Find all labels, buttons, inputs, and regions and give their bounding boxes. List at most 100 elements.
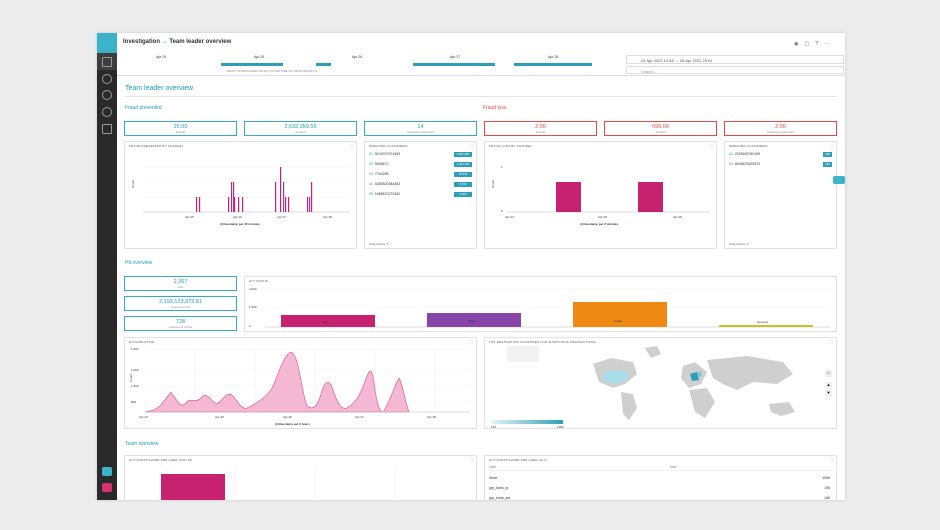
- hit-status-chart: HIT STATUS 2,000 1,000 0 New Open Fraud …: [244, 276, 837, 332]
- zoom-out-icon[interactable]: ▼: [825, 390, 832, 397]
- bell-icon[interactable]: ◉: [794, 41, 805, 47]
- x-axis-label: @timestamp per 3 minutes: [580, 222, 619, 226]
- customer-id: 9102970701693: [374, 152, 401, 156]
- timeline-bar: [221, 63, 283, 66]
- kpi-card: 696.00 Amount: [604, 121, 717, 136]
- app-logo[interactable]: [97, 33, 117, 53]
- expand-icon[interactable]: ⛶: [350, 143, 353, 148]
- kpi-value: 728: [175, 318, 186, 325]
- expand-icon[interactable]: ⛶: [830, 457, 833, 462]
- timeline-label: Apr 25: [254, 55, 265, 59]
- customer-id: 7764208: [374, 172, 389, 176]
- expand-icon[interactable]: ⛶: [830, 339, 833, 344]
- kpi-card: 2,193,123,873.81 Amount at risk: [124, 296, 237, 311]
- kpi-value: 2.00: [775, 123, 786, 130]
- side-panel-toggle[interactable]: [833, 176, 845, 184]
- y-tick: 1,000: [249, 305, 257, 309]
- search-icon[interactable]: [102, 107, 112, 117]
- total-entries: Total entries: 2: [729, 242, 749, 246]
- panel-title: FRAUD PREVENTED BY CHANNEL: [129, 144, 184, 148]
- zoom-in-icon[interactable]: ▲: [825, 382, 832, 389]
- kpi-value: 696.00: [652, 123, 669, 130]
- list-item[interactable]: 03. 7764208: [369, 172, 389, 176]
- section-team-overview: Team overview: [125, 441, 159, 447]
- timeline-label: Apr 26: [352, 55, 363, 59]
- panel-title: HIT INVESTIGATED PER USER (TOP 10): [129, 458, 193, 462]
- expand-icon[interactable]: ⛶: [830, 143, 833, 148]
- fraud-loss-chart: FRAUD LOSS BY CHANNEL ⛶ Count 1 0 Apr 24…: [484, 141, 717, 249]
- list-item[interactable]: 05. 1685570272452: [369, 192, 400, 196]
- network-icon[interactable]: [102, 124, 112, 134]
- kpi-label: Frauds: [175, 129, 186, 134]
- x-tick: Apr 27: [277, 215, 286, 219]
- list-item[interactable]: 01. 9102970701693: [369, 152, 400, 156]
- column-header-total[interactable]: Total: [669, 465, 677, 469]
- hit-evolution-chart: HIT EVOLUTION ⛶ Count 1,000 1,000 1,000 …: [124, 337, 477, 429]
- breadcrumb-root[interactable]: Investigation: [123, 39, 161, 45]
- expand-icon[interactable]: ⛶: [470, 457, 473, 462]
- world-map[interactable]: [485, 338, 838, 430]
- kpi-card: 2,632,359.55 Amount: [244, 121, 357, 136]
- document-icon[interactable]: [102, 57, 112, 67]
- page-title: Team leader overview: [125, 85, 194, 92]
- alert-brand-icon[interactable]: [102, 483, 112, 492]
- breadcrumb: Investigation → Team leader overview: [123, 39, 231, 45]
- table-row[interactable]: grp_bank_tp 195: [489, 486, 834, 490]
- amount-badge: 348: [823, 162, 832, 167]
- eye-off-icon[interactable]: [102, 74, 112, 84]
- rank: 02.: [729, 162, 734, 166]
- hit-evolution-plot: [144, 348, 470, 413]
- panel-title: IMPACTED CUSTOMERS: [729, 144, 768, 148]
- panel-title: TOP DESTINATION COUNTRIES FOR SUSPICIOUS…: [489, 340, 596, 344]
- bar-label: New: [322, 320, 329, 324]
- customer-id: 5280520384483: [374, 182, 401, 186]
- impacted-customers-panel: IMPACTED CUSTOMERS ⛶ 01. 9102970701693 2…: [364, 141, 477, 249]
- column-header-user[interactable]: User: [489, 465, 497, 469]
- kpi-card: 2,267 Hits: [124, 276, 237, 291]
- x-axis-label: @timestamp per 6 hours: [275, 422, 311, 426]
- timeline[interactable]: Apr 24 Apr 25 Apr 26 Apr 27 Apr 28: [121, 55, 594, 66]
- y-tick: 0: [501, 209, 503, 213]
- timeline-label: Apr 24: [156, 55, 167, 59]
- table-row[interactable]: None 1069: [489, 476, 834, 480]
- divider: [125, 96, 837, 97]
- date-range-field[interactable]: 24 Apr 2022 14:48 → 28 Apr 2022 23:01: [626, 55, 844, 64]
- calendar-icon[interactable]: ▢: [804, 41, 816, 47]
- list-item[interactable]: 04. 5280520384483: [369, 182, 400, 186]
- table-row[interactable]: grp_bank_aw 166: [489, 496, 834, 500]
- expand-icon[interactable]: ⛶: [710, 143, 713, 148]
- rank: 02.: [369, 162, 374, 166]
- rank: 04.: [369, 182, 374, 186]
- timeline-hint: DROP ON MAIN AREA OR HIT TO SETTIME TO 1…: [227, 69, 317, 73]
- brand-icon[interactable]: [102, 467, 112, 476]
- fraud-loss-plot: [507, 182, 710, 213]
- expand-icon[interactable]: ⛶: [470, 339, 473, 344]
- list-item[interactable]: 02. 6645670425570: [729, 162, 760, 166]
- rank: 01.: [729, 152, 734, 156]
- kpi-value: 25.00: [173, 123, 188, 130]
- x-tick: Apr 27: [355, 415, 364, 419]
- expand-icon[interactable]: ⛶: [470, 143, 473, 148]
- eye-icon[interactable]: [102, 90, 112, 100]
- help-icon[interactable]: ?: [815, 41, 824, 47]
- x-axis-label: @timestamp per 30 minutes: [220, 222, 260, 226]
- panel-title: HIT STATUS: [249, 279, 269, 283]
- customer-id: 2025463760199: [734, 152, 761, 156]
- search-input[interactable]: Search...: [626, 66, 844, 74]
- x-tick: Apr 26: [598, 215, 607, 219]
- fraud-prevented-plot: [143, 166, 350, 213]
- impacted-customers-loss-panel: IMPACTED CUSTOMERS ⛶ 01. 2025463760199 3…: [724, 141, 837, 249]
- amount-badge: 348: [823, 152, 832, 157]
- legend-min: 154: [491, 425, 497, 429]
- list-item[interactable]: 02. 5596673: [369, 162, 389, 166]
- kpi-label: Impacted customers: [766, 129, 794, 134]
- rank: 05.: [369, 192, 374, 196]
- home-icon[interactable]: ⌂: [825, 370, 832, 377]
- rank: 03.: [369, 172, 374, 176]
- cell-total: 1069: [822, 476, 830, 480]
- section-fraud-loss: Fraud loss: [483, 105, 507, 111]
- cell-user: grp_bank_tp: [489, 486, 509, 490]
- list-item[interactable]: 01. 2025463760199: [729, 152, 760, 156]
- legend-max: 1180: [557, 425, 564, 429]
- more-icon[interactable]: ⋯: [824, 41, 835, 47]
